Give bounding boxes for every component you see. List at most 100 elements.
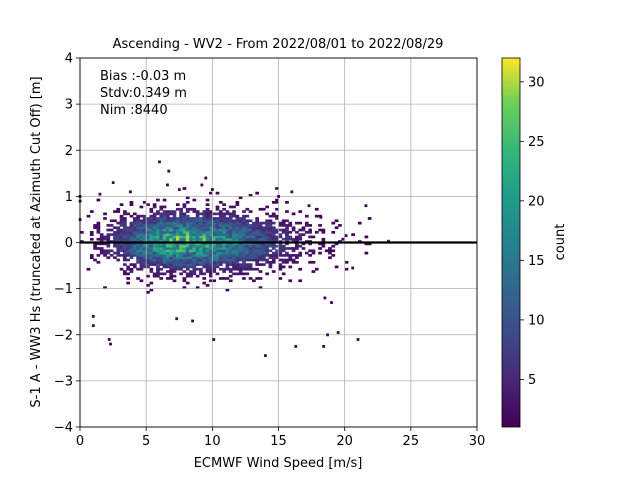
heatmap-cell xyxy=(132,224,137,227)
heatmap-cell xyxy=(199,219,203,223)
heatmap-cell xyxy=(205,265,210,269)
heatmap-cell xyxy=(182,219,187,223)
heatmap-cell xyxy=(209,249,213,253)
heatmap-cell xyxy=(172,224,177,227)
heatmap-cell xyxy=(119,224,124,227)
heatmap-cell xyxy=(255,247,260,250)
heatmap-cell xyxy=(238,224,243,227)
heatmap-cell xyxy=(152,221,157,225)
heatmap-cell xyxy=(192,235,197,239)
heatmap-cell xyxy=(215,254,220,257)
heatmap-cell xyxy=(166,233,170,236)
heatmap-cell xyxy=(106,233,111,236)
heatmap-cell xyxy=(126,265,131,269)
heatmap-cell xyxy=(169,254,174,257)
heatmap-cell xyxy=(106,237,111,241)
heatmap-cell xyxy=(225,251,230,255)
heatmap-cell xyxy=(295,221,299,225)
heatmap-cell xyxy=(166,244,170,248)
heatmap-cell xyxy=(166,221,170,225)
heatmap-cell xyxy=(182,212,187,216)
heatmap-cell xyxy=(202,263,207,266)
heatmap-cell xyxy=(301,228,306,232)
heatmap-cell xyxy=(212,265,217,269)
heatmap-cell xyxy=(328,247,332,250)
heatmap-cell xyxy=(123,272,127,276)
heatmap-cell xyxy=(192,260,197,264)
heatmap-cell xyxy=(175,219,180,223)
heatmap-cell xyxy=(152,237,157,241)
colorbar-tick-label: 30 xyxy=(528,75,545,90)
heatmap-cell xyxy=(248,230,253,234)
heatmap-cell xyxy=(228,258,233,262)
heatmap-cell xyxy=(225,235,230,239)
chart-title: Ascending - WV2 - From 2022/08/01 to 202… xyxy=(113,37,444,52)
heatmap-cell xyxy=(132,249,137,253)
heatmap-cell xyxy=(126,226,131,230)
heatmap-cell xyxy=(169,224,174,227)
heatmap-cell xyxy=(271,258,276,262)
heatmap-cell xyxy=(149,267,154,271)
heatmap-cell xyxy=(268,221,273,225)
heatmap-cell xyxy=(103,217,107,220)
heatmap-cell xyxy=(185,200,190,204)
heatmap-cell xyxy=(285,251,289,255)
heatmap-cell xyxy=(109,219,114,223)
heatmap-cell xyxy=(225,212,230,216)
heatmap-cell xyxy=(182,203,187,206)
heatmap-cell xyxy=(179,244,183,248)
heatmap-cell xyxy=(205,207,210,211)
heatmap-cell xyxy=(136,251,140,255)
heatmap-cell xyxy=(261,247,266,250)
heatmap-cell xyxy=(169,219,174,223)
heatmap-cell xyxy=(238,265,243,269)
heatmap-cell xyxy=(156,226,160,230)
heatmap-cell xyxy=(218,214,223,218)
heatmap-cell xyxy=(338,224,342,227)
heatmap-cell xyxy=(159,237,164,241)
heatmap-cell xyxy=(205,210,210,213)
heatmap-cell xyxy=(159,260,164,264)
heatmap-cell xyxy=(116,247,121,250)
heatmap-cell xyxy=(192,263,197,266)
heatmap-cell xyxy=(119,267,124,271)
heatmap-cell xyxy=(298,235,303,239)
heatmap-cell xyxy=(99,233,104,236)
heatmap-cell xyxy=(228,226,233,230)
heatmap-cell xyxy=(245,263,250,266)
heatmap-cell xyxy=(242,226,246,230)
heatmap-cell xyxy=(291,254,296,257)
heatmap-cell xyxy=(136,242,140,246)
heatmap-cell xyxy=(248,263,253,266)
heatmap-cell xyxy=(212,212,217,216)
heatmap-cell xyxy=(252,242,256,246)
heatmap-cell xyxy=(172,270,177,273)
heatmap-cell xyxy=(149,221,154,225)
heatmap-cell xyxy=(261,221,266,225)
outlier-cell xyxy=(200,183,204,187)
stat-bias: Bias :-0.03 m xyxy=(100,69,186,84)
heatmap-cell xyxy=(159,214,164,218)
heatmap-cell xyxy=(189,244,193,248)
heatmap-cell xyxy=(162,260,167,264)
heatmap-cell xyxy=(344,267,349,271)
heatmap-cell xyxy=(222,270,226,273)
heatmap-cell xyxy=(268,265,273,269)
heatmap-cell xyxy=(298,221,303,225)
heatmap-cell xyxy=(159,217,164,220)
heatmap-cell xyxy=(271,200,276,204)
heatmap-cell xyxy=(258,207,263,211)
heatmap-cell xyxy=(261,263,266,266)
heatmap-cell xyxy=(192,242,197,246)
heatmap-cell xyxy=(215,235,220,239)
heatmap-cell xyxy=(139,247,144,250)
heatmap-cell xyxy=(156,270,160,273)
heatmap-cell xyxy=(225,288,230,292)
heatmap-cell xyxy=(182,254,187,257)
heatmap-cell xyxy=(172,263,177,266)
heatmap-cell xyxy=(218,256,223,260)
heatmap-cell xyxy=(149,210,154,213)
heatmap-cell xyxy=(123,228,127,232)
heatmap-cell xyxy=(156,272,160,276)
y-tick-label: −1 xyxy=(54,282,73,297)
